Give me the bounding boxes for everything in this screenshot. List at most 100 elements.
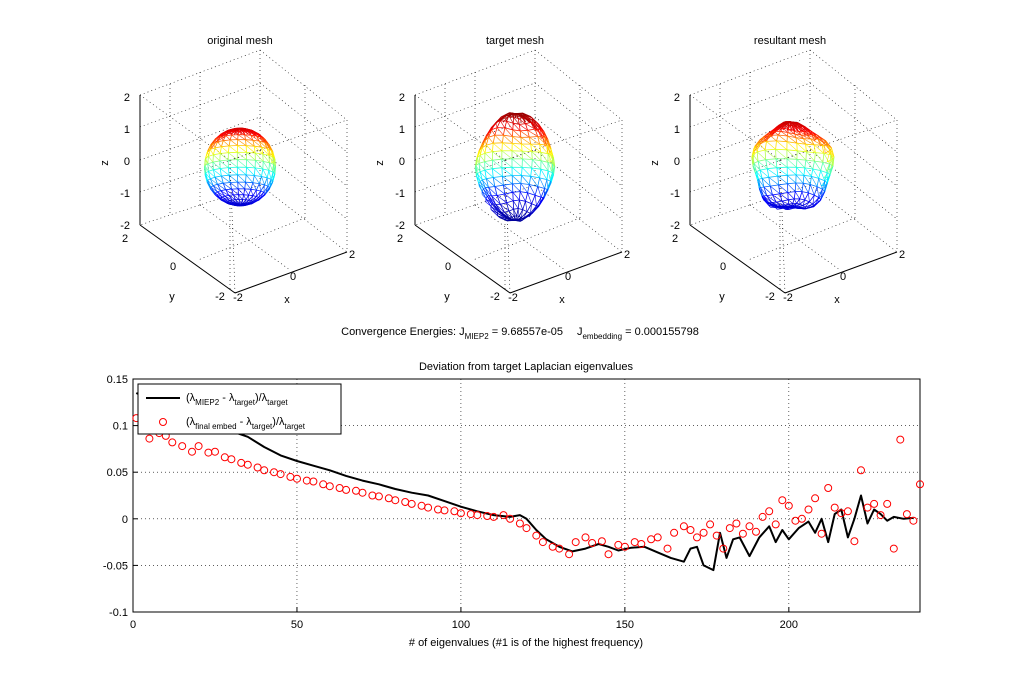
- mesh-edge: [212, 142, 216, 149]
- mesh-edge: [776, 201, 785, 206]
- series-point-final-embed: [784, 501, 793, 510]
- y-tick-label: -2: [215, 291, 225, 303]
- mesh-edge: [262, 153, 270, 163]
- series-point-final-embed: [620, 542, 629, 551]
- mesh-grid-line: [749, 204, 841, 271]
- mesh-edge: [494, 186, 498, 196]
- mesh-edge: [806, 151, 815, 162]
- mesh-edge: [504, 211, 512, 218]
- mesh-edge: [237, 152, 247, 160]
- mesh-edge: [491, 127, 498, 131]
- mesh-edge: [501, 167, 513, 176]
- series-point-final-embed: [538, 538, 547, 547]
- mesh-edge: [514, 217, 522, 221]
- mesh-edge: [518, 113, 523, 119]
- series-point-final-embed: [752, 527, 760, 536]
- mesh-edge: [804, 199, 810, 203]
- mesh-edge: [796, 158, 806, 161]
- mesh-title: original mesh: [207, 35, 272, 47]
- mesh-edge: [251, 195, 254, 201]
- mesh-edge: [821, 184, 827, 186]
- mesh-edge: [210, 149, 214, 155]
- mesh-edge: [484, 170, 487, 179]
- mesh-edge: [254, 175, 260, 184]
- mesh-edge: [547, 162, 553, 173]
- mesh-edge: [244, 134, 253, 141]
- mesh-edge: [804, 192, 809, 201]
- mesh-edge: [261, 147, 264, 155]
- mesh-edge: [766, 135, 771, 142]
- convergence-sub2: embedding: [582, 332, 622, 341]
- mesh-edge: [780, 131, 788, 137]
- convergence-energies: Convergence Energies: JMIEP2 = 9.68557e-…: [341, 326, 699, 341]
- mesh-edge: [788, 199, 793, 204]
- mesh-edge: [212, 161, 221, 169]
- mesh-edge: [246, 167, 255, 176]
- mesh-edge: [770, 184, 779, 187]
- mesh-edge: [246, 166, 256, 169]
- mesh-edge: [508, 112, 513, 117]
- y-axis-line: [414, 224, 511, 294]
- mesh-edge: [768, 131, 774, 134]
- x-axis-label: x: [559, 294, 565, 306]
- mesh-edge: [237, 139, 247, 146]
- mesh-edge: [796, 167, 805, 176]
- mesh-edge: [252, 131, 261, 138]
- mesh-edge: [794, 182, 797, 192]
- mesh-edge: [486, 177, 494, 180]
- mesh-edge: [822, 188, 826, 192]
- mesh-edge: [495, 204, 502, 213]
- y-ticks: -0.1 -0.05 0 0.05 0.1 0.15: [103, 374, 138, 619]
- mesh-edge: [223, 140, 230, 147]
- mesh-edge: [527, 130, 538, 137]
- mesh-edge: [503, 134, 513, 137]
- series-point-final-embed: [440, 506, 449, 515]
- mesh-edge: [816, 186, 820, 198]
- mesh-edge: [516, 114, 519, 119]
- mesh-edge: [756, 171, 759, 180]
- series-point-final-embed: [824, 484, 833, 492]
- mesh-edge: [253, 167, 256, 176]
- mesh-edge: [214, 146, 222, 149]
- mesh-edge: [258, 191, 262, 198]
- mesh-edge: [788, 125, 794, 131]
- mesh-edge: [825, 176, 830, 185]
- legend-entry-2: (λfinal embed - λtarget)/λtarget: [186, 416, 306, 431]
- convergence-prefix: Convergence Energies: J: [341, 326, 465, 338]
- mesh-edge: [792, 126, 795, 131]
- mesh-edge: [237, 174, 246, 183]
- mesh-edge: [803, 182, 811, 185]
- mesh-edge: [534, 128, 545, 138]
- mesh-edge: [811, 176, 818, 187]
- series-point-final-embed: [771, 520, 780, 529]
- mesh-edge: [504, 112, 510, 116]
- mesh-edge: [207, 156, 209, 164]
- mesh-edge: [246, 152, 256, 161]
- mesh-edge: [491, 122, 497, 131]
- mesh-edge: [492, 168, 503, 177]
- mesh-edge: [808, 192, 810, 202]
- mesh-edge: [492, 158, 502, 161]
- mesh-edge: [520, 137, 522, 145]
- mesh-edge: [488, 134, 495, 138]
- x-tick-label: 0: [565, 271, 571, 283]
- mesh-edge: [778, 183, 788, 186]
- mesh-edge: [255, 167, 263, 170]
- mesh-edge: [220, 190, 226, 197]
- mesh-edge: [534, 195, 537, 206]
- mesh-edge: [788, 124, 793, 127]
- mesh-edge: [517, 199, 520, 209]
- mesh-edge: [788, 121, 790, 126]
- mesh-edge: [826, 163, 831, 173]
- mesh-edge: [752, 154, 759, 162]
- mesh-edge: [525, 123, 536, 130]
- mesh-edge: [532, 159, 542, 162]
- mesh-edge: [255, 159, 264, 162]
- mesh-edge: [269, 162, 274, 165]
- mesh-edge: [820, 162, 824, 171]
- mesh-edge: [539, 177, 545, 189]
- mesh-edge: [803, 138, 806, 145]
- mesh-edge: [806, 151, 816, 153]
- mesh-edge: [228, 195, 236, 200]
- mesh-edge: [475, 165, 481, 172]
